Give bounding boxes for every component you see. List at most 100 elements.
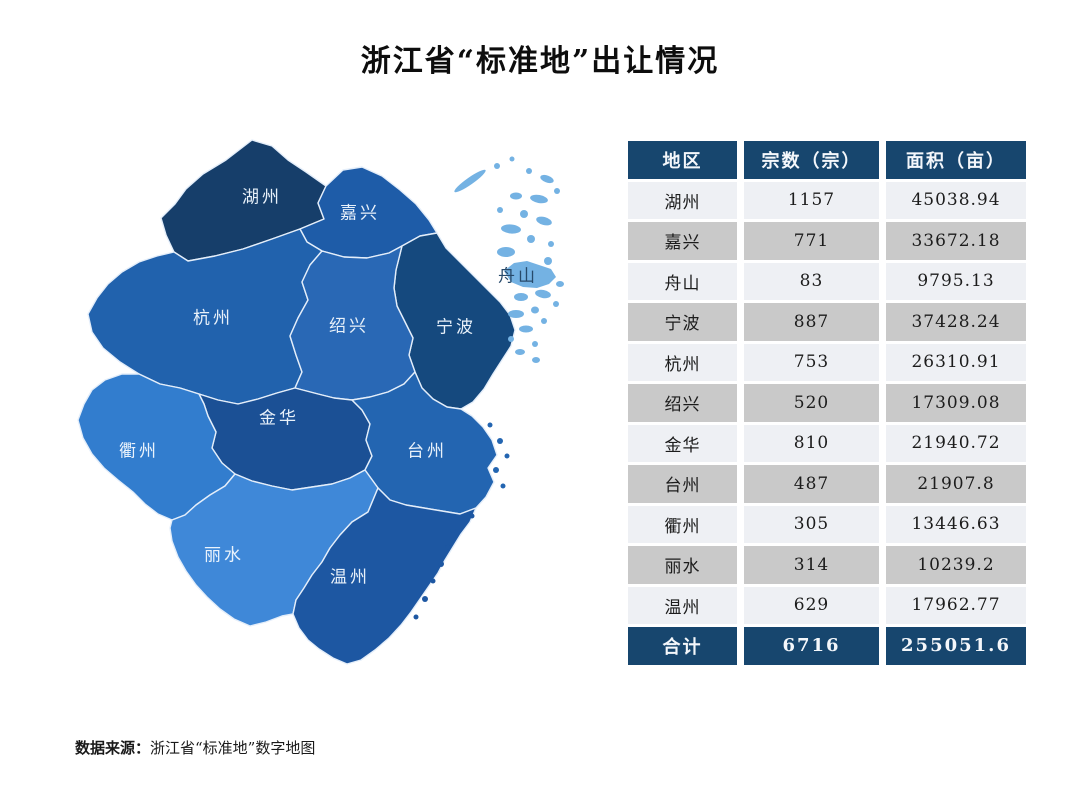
region-zhoushan-island bbox=[554, 188, 560, 194]
table-cell: 宁波 bbox=[628, 303, 737, 341]
table-cell: 45038.94 bbox=[886, 181, 1026, 219]
data-source: 数据来源：浙江省“标准地”数字地图 bbox=[75, 737, 315, 758]
region-zhoushan-island bbox=[556, 281, 564, 287]
region-zhoushan-island bbox=[531, 306, 539, 314]
table-cell: 26310.91 bbox=[886, 343, 1026, 381]
table-cell: 487 bbox=[744, 465, 879, 503]
region-zhoushan-island bbox=[509, 156, 515, 162]
data-source-label: 数据来源： bbox=[75, 739, 151, 757]
region-zhoushan-island bbox=[519, 325, 533, 333]
table-cell: 33672.18 bbox=[886, 222, 1026, 260]
region-wenzhou bbox=[292, 487, 477, 665]
region-zhoushan-main-island bbox=[504, 261, 556, 288]
region-wenzhou-island bbox=[422, 596, 428, 602]
map-label-wenzhou: 温州 bbox=[330, 568, 370, 588]
region-wenzhou-island bbox=[469, 513, 475, 519]
table-cell: 887 bbox=[744, 303, 879, 341]
region-taizhou-island bbox=[493, 467, 499, 473]
map-label-zhoushan: 舟山 bbox=[498, 267, 538, 287]
table-cell: 杭州 bbox=[628, 343, 737, 381]
table-total-cell: 255051.6 bbox=[886, 627, 1026, 665]
table-total-cell: 合计 bbox=[628, 627, 737, 665]
map-label-jiaxing: 嘉兴 bbox=[340, 204, 380, 224]
region-zhoushan-island bbox=[526, 168, 532, 174]
region-zhoushan-island bbox=[520, 210, 528, 218]
table-cell: 771 bbox=[744, 222, 879, 260]
region-zhoushan-island bbox=[541, 318, 547, 324]
region-zhoushan-island bbox=[508, 310, 524, 318]
map-label-huzhou: 湖州 bbox=[242, 188, 282, 208]
region-wenzhou-island bbox=[445, 544, 451, 550]
region-wenzhou-island bbox=[413, 614, 419, 620]
region-zhoushan-island bbox=[530, 194, 548, 204]
table-cell: 9795.13 bbox=[886, 262, 1026, 300]
region-zhoushan-island bbox=[497, 207, 503, 213]
region-zhoushan-island bbox=[540, 174, 554, 184]
table-cell: 舟山 bbox=[628, 262, 737, 300]
region-taizhou-island bbox=[500, 483, 506, 489]
region-taizhou-island bbox=[504, 453, 510, 459]
region-quzhou bbox=[77, 373, 236, 521]
table-cell: 湖州 bbox=[628, 181, 737, 219]
region-zhoushan-island bbox=[548, 241, 554, 247]
region-zhoushan-island bbox=[544, 257, 552, 265]
table-cell: 83 bbox=[744, 262, 879, 300]
region-zhoushan-island bbox=[501, 224, 521, 234]
map-label-hangzhou: 杭州 bbox=[193, 309, 233, 329]
region-taizhou-island bbox=[497, 438, 503, 444]
region-wenzhou-island bbox=[438, 561, 444, 567]
map-label-jinhua: 金华 bbox=[259, 409, 299, 429]
table-cell: 衢州 bbox=[628, 505, 737, 543]
map-label-taizhou: 台州 bbox=[407, 442, 447, 462]
table-cell: 17309.08 bbox=[886, 384, 1026, 422]
table-cell: 314 bbox=[744, 546, 879, 584]
table-cell: 10239.2 bbox=[886, 546, 1026, 584]
map-label-lishui: 丽水 bbox=[204, 546, 244, 566]
table-cell: 520 bbox=[744, 384, 879, 422]
region-zhoushan-island bbox=[510, 192, 522, 200]
table-cell: 37428.24 bbox=[886, 303, 1026, 341]
table-cell: 753 bbox=[744, 343, 879, 381]
table-cell: 629 bbox=[744, 586, 879, 624]
table-header: 宗数（宗） bbox=[744, 141, 879, 179]
table-cell: 金华 bbox=[628, 424, 737, 462]
table-cell: 21940.72 bbox=[886, 424, 1026, 462]
map-label-shaoxing: 绍兴 bbox=[329, 317, 369, 337]
table-cell: 丽水 bbox=[628, 546, 737, 584]
map-label-ningbo: 宁波 bbox=[436, 318, 476, 338]
region-zhoushan-island bbox=[515, 349, 525, 355]
table-cell: 1157 bbox=[744, 181, 879, 219]
table-cell: 17962.77 bbox=[886, 586, 1026, 624]
table-total-cell: 6716 bbox=[744, 627, 879, 665]
region-wenzhou-island bbox=[450, 527, 456, 533]
table-header: 面积（亩） bbox=[886, 141, 1026, 179]
region-zhoushan-island bbox=[553, 301, 559, 307]
region-zhoushan-island bbox=[535, 289, 551, 299]
table-cell: 台州 bbox=[628, 465, 737, 503]
region-zhoushan-island bbox=[532, 357, 540, 363]
table-header: 地区 bbox=[628, 141, 737, 179]
table-cell: 绍兴 bbox=[628, 384, 737, 422]
data-source-text: 浙江省“标准地”数字地图 bbox=[150, 739, 316, 757]
page-title: 浙江省“标准地”出让情况 bbox=[360, 44, 720, 79]
table-cell: 21907.8 bbox=[886, 465, 1026, 503]
region-zhoushan-island bbox=[527, 235, 535, 243]
region-zhoushan-island bbox=[508, 336, 514, 342]
region-zhoushan-island bbox=[494, 163, 500, 169]
region-zhoushan-island bbox=[532, 341, 538, 347]
region-zhoushan-island bbox=[536, 216, 552, 226]
table-cell: 305 bbox=[744, 505, 879, 543]
table-cell: 嘉兴 bbox=[628, 222, 737, 260]
table-cell: 810 bbox=[744, 424, 879, 462]
table-cell: 13446.63 bbox=[886, 505, 1026, 543]
region-zhoushan-island bbox=[497, 247, 515, 257]
region-taizhou-island bbox=[487, 422, 493, 428]
region-wenzhou-island bbox=[430, 578, 436, 584]
map-label-quzhou: 衢州 bbox=[119, 441, 159, 462]
table-cell: 温州 bbox=[628, 586, 737, 624]
region-zhoushan-island bbox=[454, 169, 486, 193]
standard-land-table: 地区 宗数（宗） 面积（亩） 湖州 1157 45038.94 嘉兴 771 33672.18 舟… bbox=[628, 141, 1026, 665]
region-zhoushan-island bbox=[514, 293, 528, 301]
